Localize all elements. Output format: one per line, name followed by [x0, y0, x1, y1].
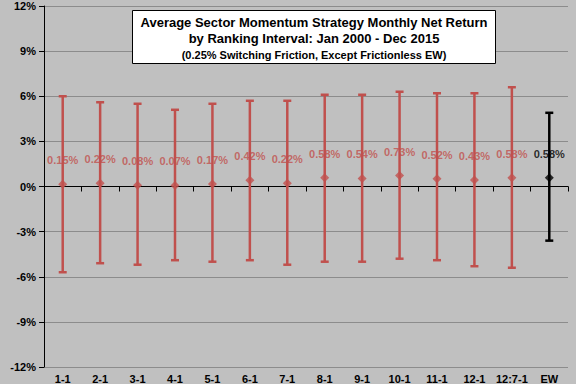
svg-text:-6%: -6% [16, 271, 36, 283]
svg-text:9-1: 9-1 [354, 373, 370, 384]
svg-text:0.22%: 0.22% [85, 153, 116, 165]
svg-text:-3%: -3% [16, 226, 36, 238]
svg-text:0.08%: 0.08% [122, 155, 153, 167]
svg-text:4-1: 4-1 [167, 373, 183, 384]
svg-text:8-1: 8-1 [317, 373, 333, 384]
svg-text:5-1: 5-1 [204, 373, 220, 384]
svg-text:0.58%: 0.58% [496, 148, 527, 160]
svg-text:0.17%: 0.17% [197, 154, 228, 166]
svg-text:EW: EW [540, 373, 558, 384]
svg-text:0.15%: 0.15% [47, 154, 78, 166]
svg-text:12-1: 12-1 [463, 373, 485, 384]
svg-text:0%: 0% [20, 181, 36, 193]
svg-text:0.43%: 0.43% [459, 150, 490, 162]
svg-text:10-1: 10-1 [389, 373, 411, 384]
svg-text:12:7-1: 12:7-1 [496, 373, 528, 384]
svg-text:0.58%: 0.58% [309, 148, 340, 160]
svg-text:11-1: 11-1 [426, 373, 447, 384]
svg-text:0.52%: 0.52% [421, 149, 452, 161]
svg-text:(0.25% Switching Friction, Exc: (0.25% Switching Friction, Except Fricti… [182, 49, 447, 61]
svg-text:9%: 9% [20, 45, 36, 57]
svg-text:12%: 12% [14, 0, 36, 12]
svg-text:-9%: -9% [16, 316, 36, 328]
svg-text:3-1: 3-1 [130, 373, 146, 384]
svg-text:7-1: 7-1 [279, 373, 295, 384]
svg-text:1-1: 1-1 [55, 373, 71, 384]
svg-text:6%: 6% [20, 90, 36, 102]
svg-text:0.73%: 0.73% [384, 146, 415, 158]
svg-text:by Ranking Interval: Jan 2000: by Ranking Interval: Jan 2000 - Dec 2015 [189, 31, 440, 46]
svg-text:0.58%: 0.58% [534, 148, 565, 160]
svg-text:0.07%: 0.07% [159, 155, 190, 167]
svg-text:0.42%: 0.42% [234, 150, 265, 162]
svg-text:0.54%: 0.54% [347, 148, 378, 160]
svg-text:Average Sector Momentum Strate: Average Sector Momentum Strategy Monthly… [141, 15, 488, 30]
svg-text:2-1: 2-1 [92, 373, 108, 384]
svg-text:-12%: -12% [10, 361, 36, 373]
svg-text:3%: 3% [20, 135, 36, 147]
svg-text:6-1: 6-1 [242, 373, 258, 384]
svg-text:0.22%: 0.22% [272, 153, 303, 165]
